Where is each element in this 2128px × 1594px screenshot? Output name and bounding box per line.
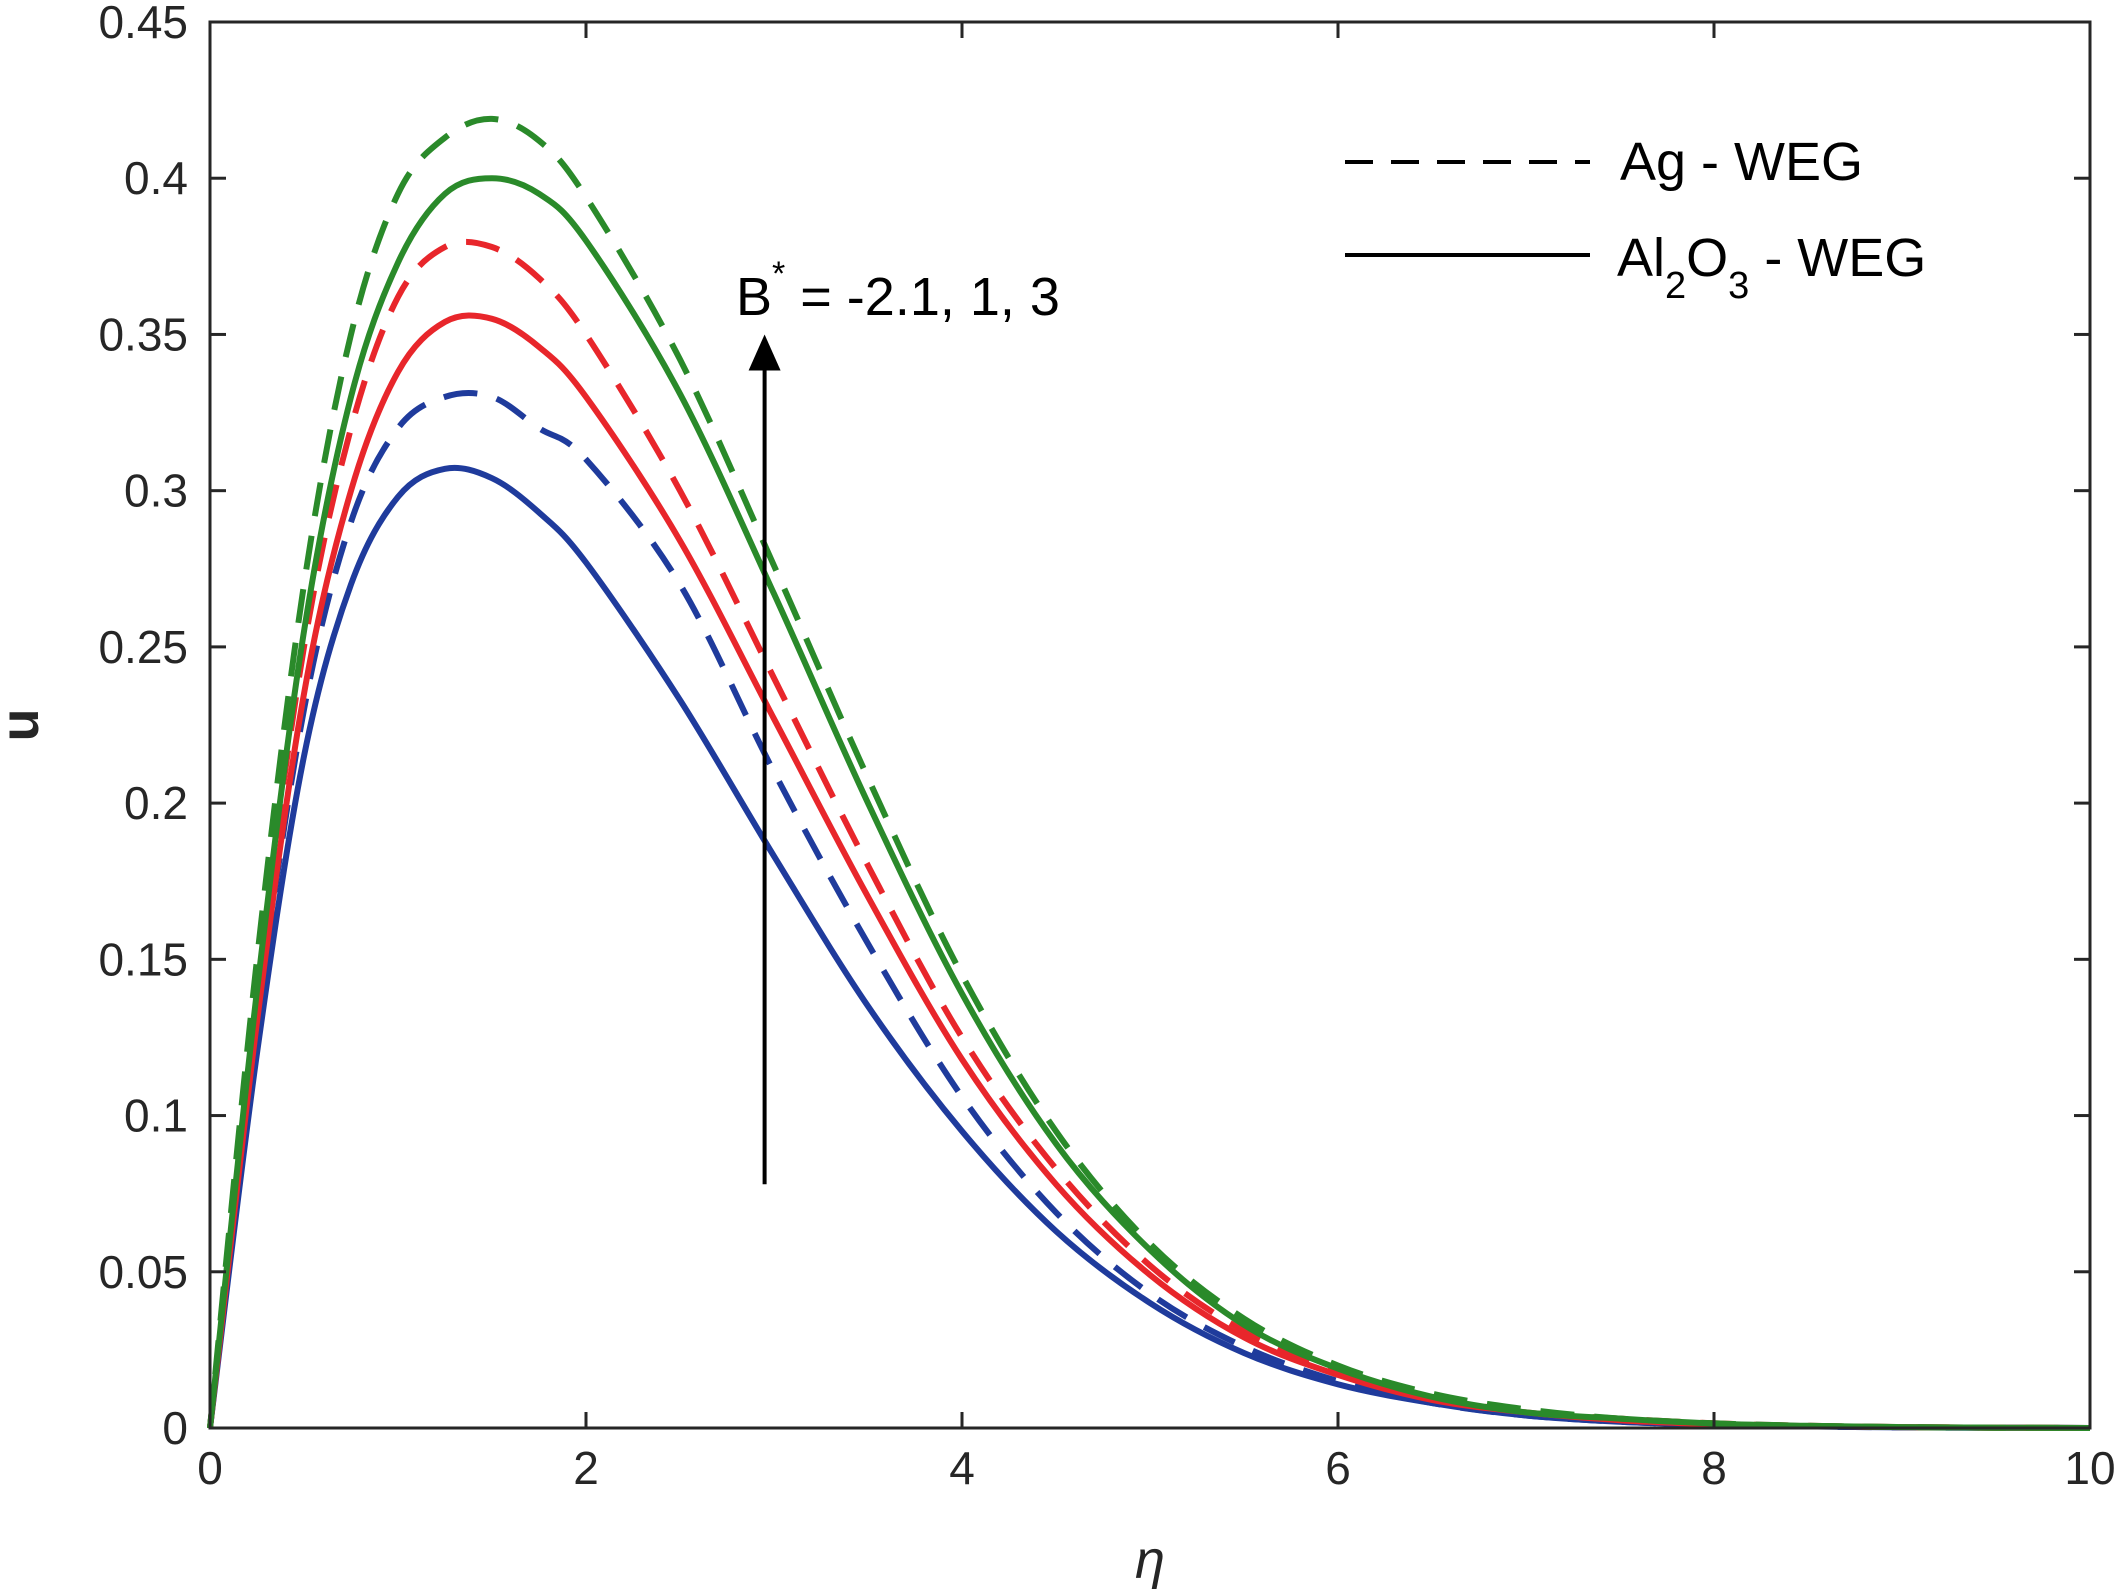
x-tick-label: 10	[2064, 1442, 2115, 1494]
annotation: B* = -2.1, 1, 3	[736, 255, 1060, 1185]
y-tick-label: 0.2	[124, 777, 188, 829]
x-tick-label: 0	[197, 1442, 223, 1494]
y-tick-label: 0.05	[98, 1246, 188, 1298]
x-tick-label: 4	[949, 1442, 975, 1494]
annotation-arrow-head	[748, 334, 781, 371]
y-tick-label: 0.45	[98, 0, 188, 48]
series-layer	[207, 115, 2091, 1431]
y-tick-label: 0.35	[98, 308, 188, 360]
legend-label-al2o3-weg: Al2O3 - WEG	[1617, 228, 1926, 307]
y-tick-label: 0.3	[124, 465, 188, 517]
y-tick-label: 0.1	[124, 1090, 188, 1142]
x-tick-label: 6	[1325, 1442, 1351, 1494]
x-tick-label: 8	[1701, 1442, 1727, 1494]
legend-label-ag-weg: Ag - WEG	[1620, 132, 1863, 192]
series-line-5	[207, 175, 2091, 1431]
plot-frame	[208, 20, 2092, 1430]
plot-background	[210, 22, 2090, 1428]
legend: Ag - WEG Al2O3 - WEG	[1345, 132, 1926, 307]
y-tick-label: 0	[162, 1402, 188, 1454]
annotation-text: B* = -2.1, 1, 3	[736, 255, 1060, 327]
y-axis-label: u	[0, 709, 50, 742]
y-tick-label: 0.4	[124, 152, 188, 204]
x-axis-label: η	[1135, 1530, 1165, 1590]
series-line-0	[207, 390, 2091, 1431]
x-tick-label: 2	[573, 1442, 599, 1494]
y-tick-label: 0.25	[98, 621, 188, 673]
tick-layer: 0 2 4 6 8 10 0 0.05 0.1 0.15 0.2 0.25 0.3 0.35 0.4 0.45	[98, 0, 2115, 1494]
y-tick-label: 0.15	[98, 933, 188, 985]
